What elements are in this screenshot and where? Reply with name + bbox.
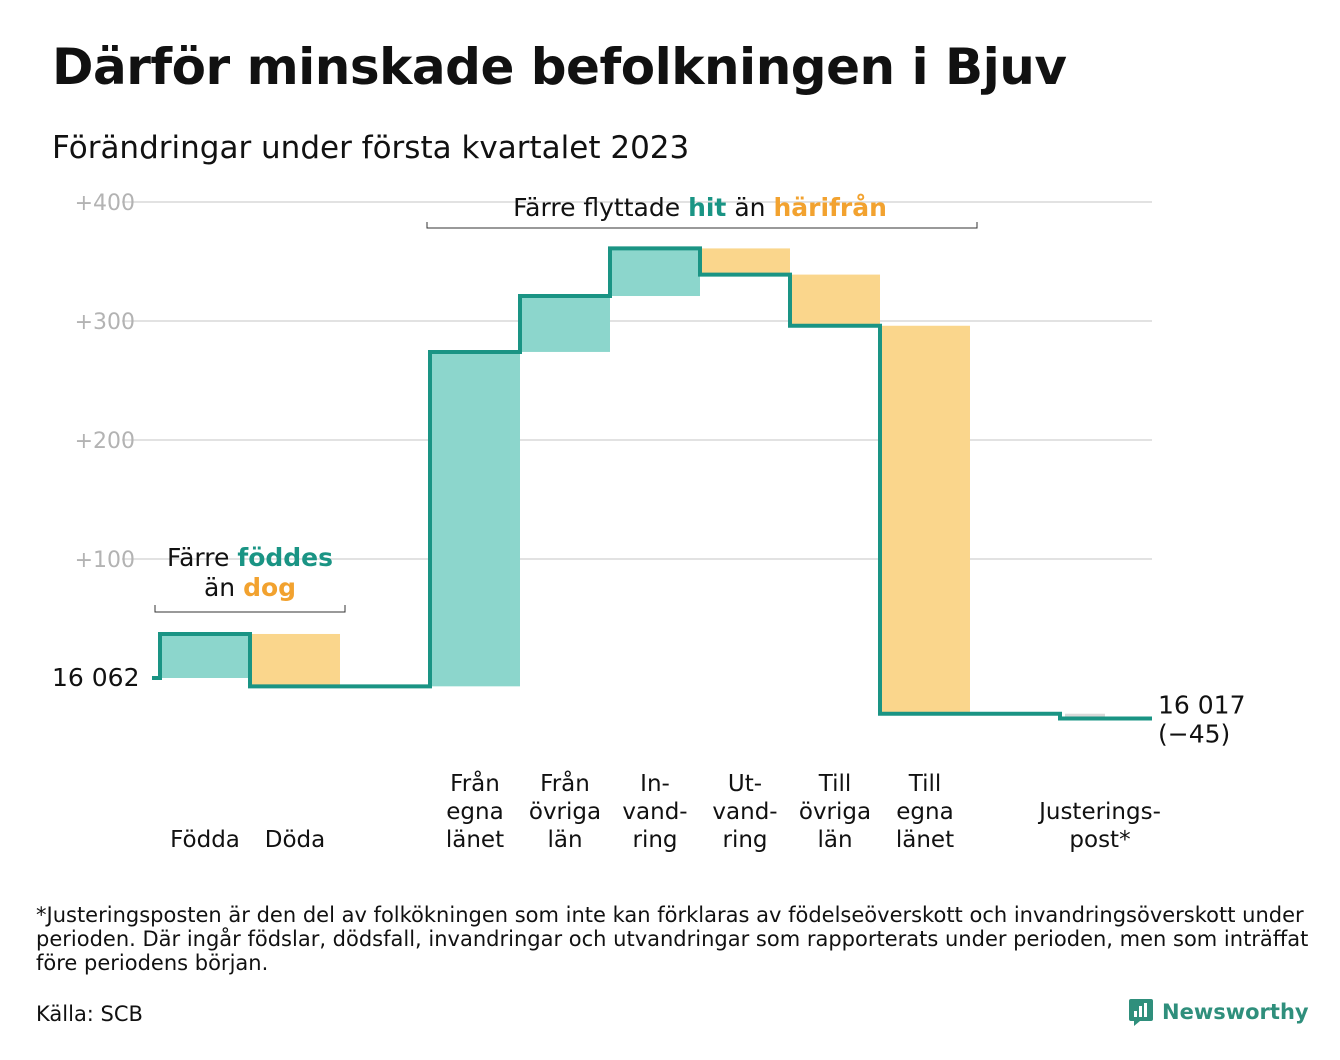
bar xyxy=(160,633,250,678)
y-tick-label: +300 xyxy=(75,310,135,335)
y-tick-label: +100 xyxy=(75,548,135,573)
chart-subtitle: Förändringar under första kvartalet 2023 xyxy=(52,130,690,166)
waterfall-chart: +100+200+300+400 Födda DödaFrånegnalänetF… xyxy=(52,191,1245,853)
births-annotation-line1: Färre föddes xyxy=(167,543,333,572)
logo-text: Newsworthy xyxy=(1162,1000,1309,1024)
category-label: egna xyxy=(896,799,953,825)
bar xyxy=(880,325,970,714)
category-label: länet xyxy=(896,827,954,853)
bar-chart-logo-icon xyxy=(1129,999,1153,1026)
category-label: övriga xyxy=(799,799,871,825)
category-label: Till xyxy=(818,771,852,797)
bar xyxy=(790,274,880,326)
running-total-line xyxy=(152,246,1152,721)
start-value-label: 16 062 xyxy=(52,663,139,692)
category-label: In- xyxy=(640,771,670,797)
footnote: *Justeringsposten är den del av folkökni… xyxy=(36,903,1309,975)
bar xyxy=(1065,713,1105,719)
gridlines: +100 +200 +300 +400 xyxy=(75,191,1152,573)
moves-bracket xyxy=(426,222,978,229)
category-label: ring xyxy=(722,827,767,853)
category-label: vand- xyxy=(622,799,687,825)
labels: Födda DödaFrånegnalänetFrånövrigalänIn-va… xyxy=(52,663,1245,853)
y-tick-label: +400 xyxy=(75,191,135,216)
category-label: ring xyxy=(632,827,677,853)
category-label: Från xyxy=(540,769,590,797)
bar xyxy=(610,248,700,297)
category-label: vand- xyxy=(712,799,777,825)
births-bracket xyxy=(154,605,346,613)
end-change-label: (−45) xyxy=(1158,719,1230,748)
category-label: länet xyxy=(446,827,504,853)
end-value-label: 16 017 xyxy=(1158,690,1245,719)
category-label: Döda xyxy=(265,827,325,853)
category-label: post* xyxy=(1069,827,1130,853)
chart-title: Därför minskade befolkningen i Bjuv xyxy=(52,38,1067,96)
moves-annotation-text: Färre flyttade hit än härifrån xyxy=(513,193,887,222)
births-annotation: Färre föddes än dog xyxy=(154,543,346,613)
bars xyxy=(160,248,1105,719)
moves-annotation: Färre flyttade hit än härifrån xyxy=(426,193,978,229)
category-label: egna xyxy=(446,799,503,825)
source: Källa: SCB xyxy=(36,1002,143,1026)
births-annotation-line2: än dog xyxy=(204,573,296,602)
bar xyxy=(700,248,790,275)
bar xyxy=(250,633,340,687)
category-label: Födda xyxy=(170,827,240,853)
bar xyxy=(430,351,520,687)
category-label: län xyxy=(547,827,582,853)
newsworthy-logo: Newsworthy xyxy=(1128,998,1309,1026)
running-total-path xyxy=(152,246,1152,721)
category-label: Ut- xyxy=(728,771,762,797)
category-label: Justerings- xyxy=(1037,799,1161,825)
category-label: län xyxy=(817,827,852,853)
y-tick-label: +200 xyxy=(75,429,135,454)
category-label: Till xyxy=(908,771,942,797)
bar xyxy=(520,296,610,352)
category-label: Från xyxy=(450,769,500,797)
category-label: övriga xyxy=(529,799,601,825)
